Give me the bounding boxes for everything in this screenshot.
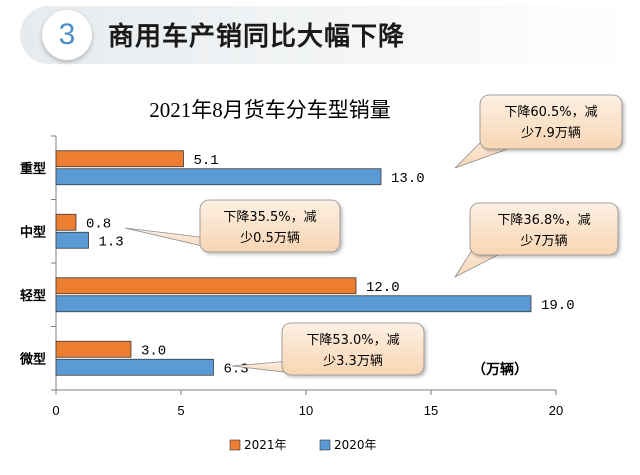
bar-value-label: 3.0 — [141, 343, 166, 359]
bar-2021年-中型 — [55, 213, 77, 231]
callout-text-line1: 下降53.0%，减 — [306, 333, 399, 348]
legend-swatch-2021年 — [229, 439, 241, 451]
legend-swatch-2020年 — [319, 439, 331, 451]
bar-value-label: 1.3 — [99, 234, 124, 250]
callout-text-line2: 少3.3万辆 — [323, 354, 383, 369]
unit-label: （万辆） — [472, 361, 528, 378]
callout-text-line2: 少7.9万辆 — [521, 126, 581, 141]
bar-2021年-轻型 — [55, 277, 357, 295]
x-tick-label: 15 — [424, 403, 438, 418]
bar-2021年-重型 — [55, 150, 184, 168]
bar-2020年-重型 — [55, 168, 382, 186]
callout-text-line1: 下降60.5%，减 — [504, 105, 597, 120]
category-label: 微型 — [19, 351, 46, 367]
callout-text-line2: 少7万辆 — [520, 234, 567, 249]
chart-title: 2021年8月货车分车型销量 — [149, 98, 391, 122]
bar-value-label: 19.0 — [541, 298, 575, 314]
callout-box — [281, 322, 425, 376]
callout-box — [199, 199, 341, 253]
bar-2021年-微型 — [55, 340, 132, 358]
bar-value-label: 12.0 — [366, 280, 400, 296]
bar-2020年-轻型 — [55, 295, 532, 313]
bar-value-label: 6.3 — [224, 361, 249, 377]
category-label: 轻型 — [20, 288, 46, 304]
section-title: 商用车产销同比大幅下降 — [108, 22, 406, 52]
callout-box — [479, 94, 623, 150]
bar-value-label: 5.1 — [194, 153, 219, 169]
callout-box — [469, 202, 619, 256]
bar-2020年-中型 — [55, 231, 89, 249]
callout-text-line1: 下降36.8%，减 — [497, 213, 590, 228]
bar-value-label: 0.8 — [86, 216, 111, 232]
category-label: 重型 — [20, 161, 46, 177]
x-tick-label: 20 — [549, 403, 563, 418]
section-header — [20, 6, 630, 64]
x-tick-label: 0 — [52, 403, 59, 418]
x-tick-label: 10 — [299, 403, 313, 418]
section-number-badge: 3 — [42, 10, 92, 60]
x-tick-label: 5 — [177, 403, 184, 418]
legend-label: 2021年 — [244, 438, 287, 452]
bar-2020年-微型 — [55, 358, 214, 376]
category-label: 中型 — [20, 224, 46, 240]
bar-value-label: 13.0 — [391, 171, 425, 187]
legend-label: 2020年 — [334, 438, 377, 452]
callout-text-line1: 下降35.5%，减 — [223, 210, 316, 225]
callout-text-line2: 少0.5万辆 — [240, 231, 300, 246]
